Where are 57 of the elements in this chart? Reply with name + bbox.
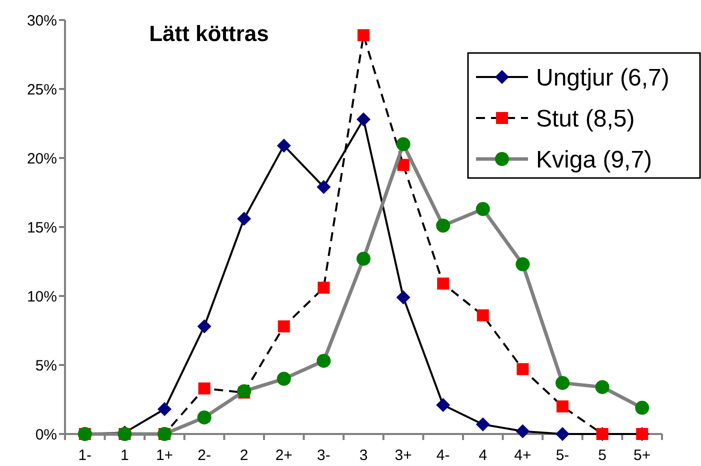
point xyxy=(436,218,450,233)
point xyxy=(397,158,410,171)
x-tick-label: 5+ xyxy=(634,447,651,464)
legend-label: Kviga (9,7) xyxy=(536,146,652,174)
y-tick-label: 10% xyxy=(26,288,57,306)
x-tick-label: 1 xyxy=(120,447,129,464)
point xyxy=(516,257,530,272)
point xyxy=(197,410,212,424)
point xyxy=(595,380,610,394)
point xyxy=(476,202,490,216)
x-tick-label: 5- xyxy=(556,447,570,464)
point xyxy=(198,382,210,394)
point xyxy=(396,137,410,152)
point xyxy=(158,402,172,416)
point xyxy=(556,427,570,441)
point xyxy=(635,400,650,415)
x-tick-label: 2 xyxy=(240,447,248,464)
point xyxy=(276,372,291,386)
x-tick-label: 4- xyxy=(436,447,450,464)
x-tick-label: 3- xyxy=(317,447,330,464)
x-tick-label: 3 xyxy=(359,447,368,464)
legend-label: Ungtjur (6,7) xyxy=(536,64,670,92)
y-tick-label: 20% xyxy=(26,150,57,168)
point xyxy=(436,398,450,412)
point xyxy=(396,290,410,304)
point xyxy=(276,138,291,153)
x-tick-label: 3+ xyxy=(394,447,412,464)
y-tick-label: 30% xyxy=(26,12,57,30)
legend-label: Stut (8,5) xyxy=(536,105,635,132)
x-tick-label: 4+ xyxy=(514,447,532,464)
point xyxy=(437,278,450,290)
point xyxy=(358,29,370,42)
chart-title: Lätt köttras xyxy=(149,21,269,46)
point xyxy=(516,363,529,376)
x-tick-label: 5 xyxy=(598,447,606,464)
y-tick-label: 15% xyxy=(26,219,57,236)
point xyxy=(318,282,330,294)
x-tick-label: 4 xyxy=(478,447,488,464)
point xyxy=(316,354,331,368)
point xyxy=(556,376,570,390)
x-tick-label: 1- xyxy=(78,447,92,464)
point xyxy=(476,309,489,322)
point xyxy=(237,212,252,226)
x-tick-label: 1+ xyxy=(156,447,174,464)
point xyxy=(197,319,212,334)
x-tick-label: 2- xyxy=(198,447,211,464)
point xyxy=(556,400,568,412)
y-tick-label: 25% xyxy=(26,81,57,98)
point xyxy=(356,252,370,266)
point xyxy=(476,417,490,432)
point xyxy=(356,112,370,126)
y-tick-label: 0% xyxy=(35,426,57,444)
y-tick-label: 5% xyxy=(35,357,57,374)
x-tick-label: 2+ xyxy=(275,447,293,464)
point xyxy=(278,320,290,332)
point xyxy=(316,180,331,194)
point xyxy=(516,424,530,438)
